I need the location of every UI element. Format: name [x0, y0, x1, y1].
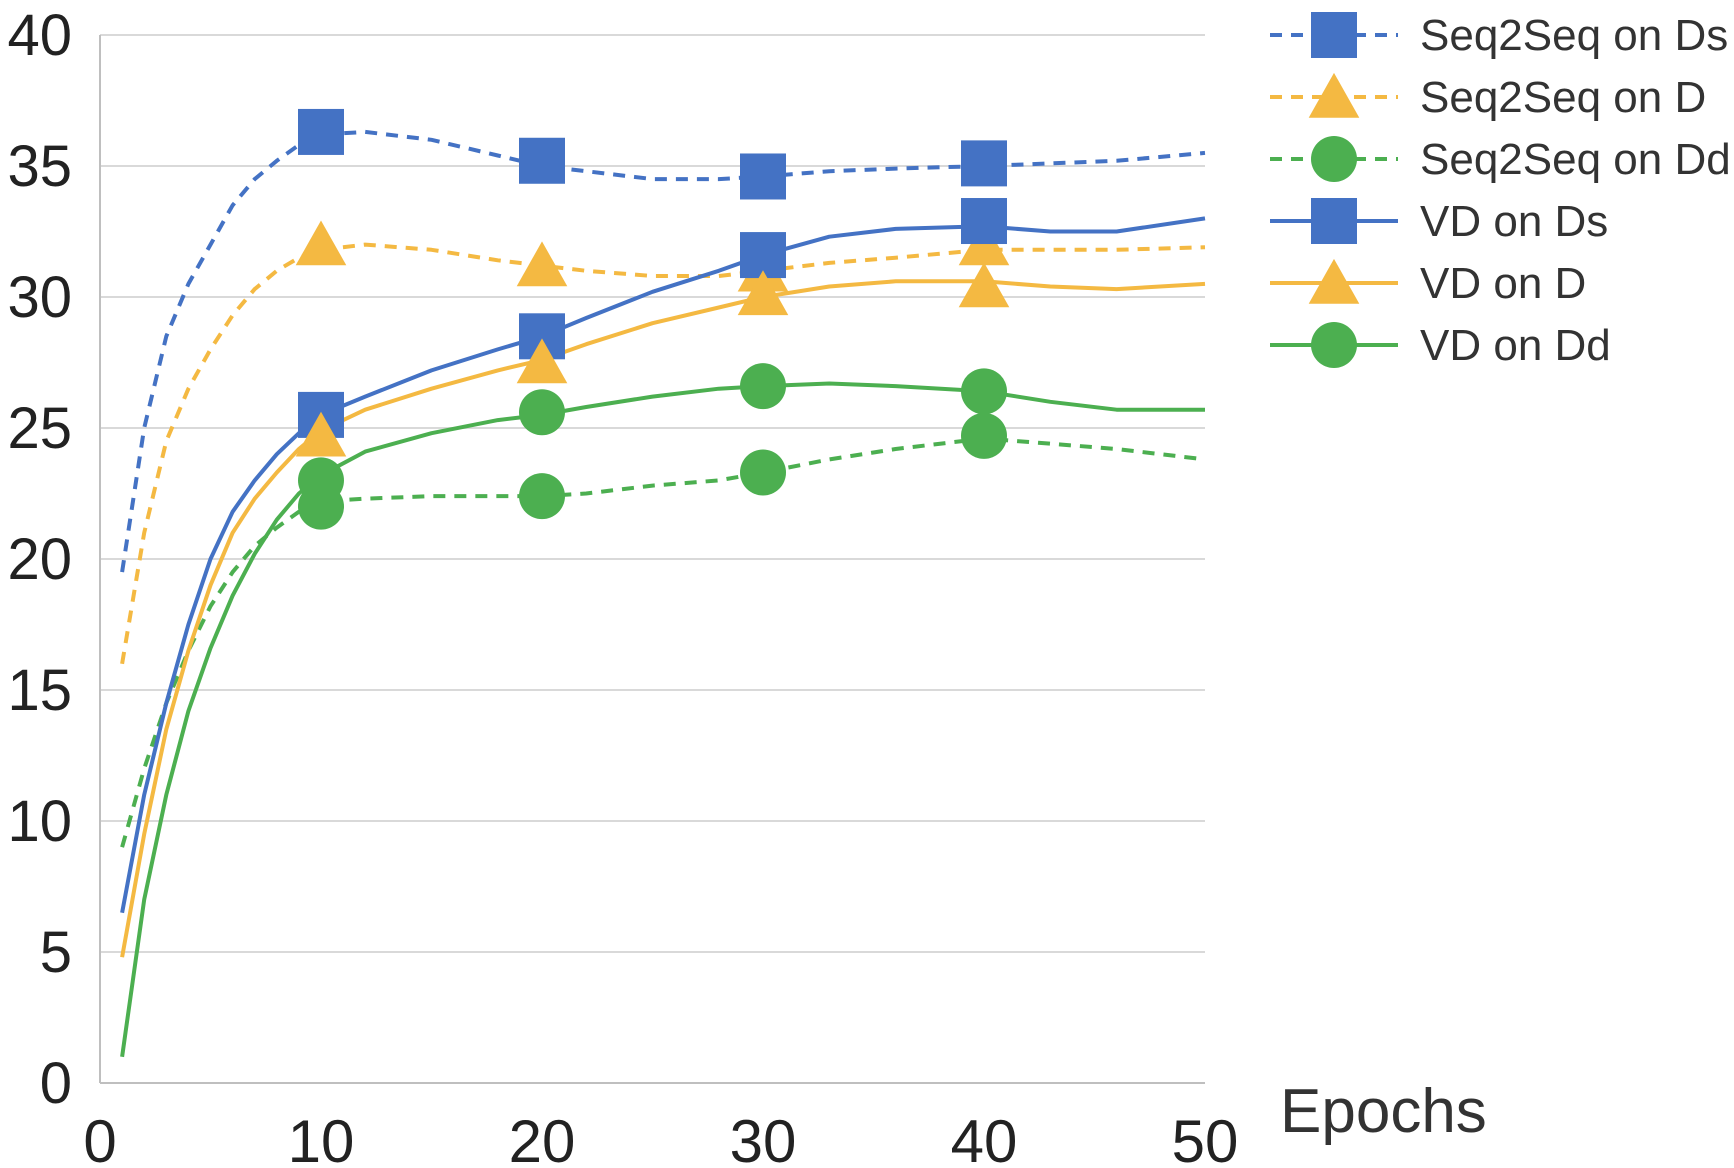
- legend: Seq2Seq on Ds Seq2Seq on D Seq2Seq on Dd VD…: [1270, 11, 1731, 370]
- y-tick-label: 10: [7, 789, 72, 854]
- legend-item-4: VD on D: [1270, 258, 1586, 308]
- legend-label: VD on Ds: [1420, 197, 1608, 246]
- y-tick-label: 25: [7, 396, 72, 461]
- data-point-1-1: [516, 241, 568, 287]
- data-point-4-2: [737, 270, 789, 316]
- legend-label: Seq2Seq on Dd: [1420, 135, 1731, 184]
- x-axis-title: Epochs: [1280, 1077, 1487, 1146]
- data-point-1-0: [295, 220, 347, 266]
- y-tick-label: 5: [40, 920, 72, 985]
- x-tick-label: 20: [509, 1108, 576, 1168]
- legend-item-1: Seq2Seq on D: [1270, 72, 1706, 122]
- legend-item-2: Seq2Seq on Dd: [1270, 135, 1731, 184]
- series-line-1: [120, 242, 1206, 665]
- x-tick-label: 40: [951, 1108, 1018, 1168]
- data-point-4-0: [295, 411, 347, 457]
- gridlines: [100, 34, 1205, 953]
- y-tick-label: 40: [7, 3, 72, 68]
- legend-label: VD on D: [1420, 259, 1586, 308]
- data-point-0-3: [961, 140, 1007, 187]
- y-tick-labels: 0 5 10 15 20 25 30 35 40: [7, 3, 72, 1116]
- series-line-0: [120, 129, 1206, 573]
- legend-item-3: VD on Ds: [1270, 197, 1608, 246]
- x-tick-label: 0: [83, 1108, 116, 1168]
- y-tick-label: 35: [7, 134, 72, 199]
- series-lines: [120, 129, 1206, 1058]
- data-point-2-3: [961, 412, 1007, 459]
- legend-marker: [1308, 72, 1360, 118]
- y-tick-label: 20: [7, 527, 72, 592]
- series-markers: [295, 108, 1010, 530]
- x-tick-label: 10: [288, 1108, 355, 1168]
- legend-label: VD on Dd: [1420, 321, 1611, 370]
- series-line-4: [120, 279, 1206, 958]
- data-point-2-2: [740, 449, 786, 496]
- legend-item-0: Seq2Seq on Ds: [1270, 11, 1728, 60]
- data-point-0-0: [298, 108, 344, 155]
- data-point-5-1: [519, 389, 565, 436]
- series-line-3: [120, 216, 1206, 914]
- x-tick-labels: 0 10 20 30 40 50: [83, 1108, 1238, 1168]
- legend-marker: [1311, 198, 1357, 244]
- x-tick-label: 50: [1172, 1108, 1239, 1168]
- y-tick-label: 0: [40, 1051, 72, 1116]
- data-point-5-0: [298, 457, 344, 504]
- data-point-4-1: [516, 338, 568, 384]
- data-point-0-1: [519, 137, 565, 184]
- data-point-4-3: [958, 262, 1010, 308]
- axes: [99, 35, 1205, 1084]
- data-point-2-1: [519, 473, 565, 520]
- series-line-5: [120, 381, 1205, 1058]
- y-tick-label: 15: [7, 658, 72, 723]
- series-line-2: [120, 436, 1206, 848]
- data-point-3-3: [961, 198, 1007, 245]
- legend-label: Seq2Seq on Ds: [1420, 11, 1728, 60]
- data-point-0-2: [740, 153, 786, 200]
- legend-marker: [1311, 136, 1357, 182]
- data-point-5-2: [740, 363, 786, 410]
- data-point-5-3: [961, 368, 1007, 415]
- legend-marker: [1311, 322, 1357, 368]
- legend-item-5: VD on Dd: [1270, 321, 1611, 370]
- legend-label: Seq2Seq on D: [1420, 73, 1706, 122]
- legend-marker: [1311, 12, 1357, 58]
- x-tick-label: 30: [730, 1108, 797, 1168]
- y-tick-label: 30: [7, 265, 72, 330]
- legend-marker: [1308, 258, 1360, 304]
